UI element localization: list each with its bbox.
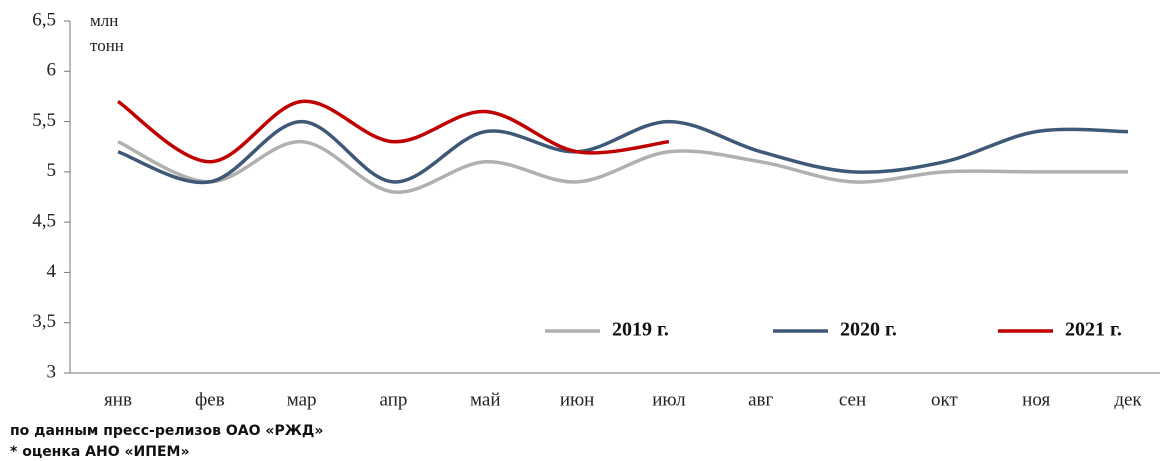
series-line bbox=[116, 99, 670, 164]
x-tick-label: июн bbox=[560, 389, 595, 410]
footnote: по данным пресс-релизов ОАО «РЖД» bbox=[10, 423, 323, 439]
x-tick-label: мар bbox=[287, 389, 317, 410]
series-line bbox=[117, 119, 1129, 185]
x-tick-label: сен bbox=[839, 389, 866, 410]
x-tick-label: июл bbox=[652, 389, 686, 410]
y-tick-label: 6 bbox=[47, 60, 57, 81]
legend-label: 2020 г. bbox=[840, 319, 897, 341]
y-tick-label: 3 bbox=[47, 361, 57, 382]
series-line bbox=[117, 139, 1128, 194]
y-tick-label: 4,5 bbox=[32, 211, 56, 232]
x-tick-label: дек bbox=[1114, 389, 1142, 410]
y-tick-label: 6,5 bbox=[32, 9, 56, 30]
x-tick-label: фев bbox=[195, 389, 225, 410]
x-tick-label: окт bbox=[931, 389, 958, 410]
y-tick-label: 5,5 bbox=[32, 110, 56, 131]
y-unit: тонн bbox=[90, 36, 124, 55]
y-unit: млн bbox=[90, 11, 118, 30]
legend-label: 2019 г. bbox=[612, 319, 669, 341]
x-tick-label: авг bbox=[748, 389, 773, 410]
x-tick-label: апр bbox=[380, 389, 408, 410]
legend-label: 2021 г. bbox=[1065, 319, 1122, 341]
y-tick-label: 4 bbox=[47, 261, 57, 282]
x-tick-label: май bbox=[470, 389, 501, 410]
y-tick-label: 5 bbox=[47, 160, 57, 181]
x-tick-label: ноя bbox=[1022, 389, 1050, 410]
y-tick-label: 3,5 bbox=[32, 311, 56, 332]
footnote: * оценка АНО «ИПЕМ» bbox=[10, 444, 190, 460]
x-tick-label: янв bbox=[104, 389, 132, 410]
